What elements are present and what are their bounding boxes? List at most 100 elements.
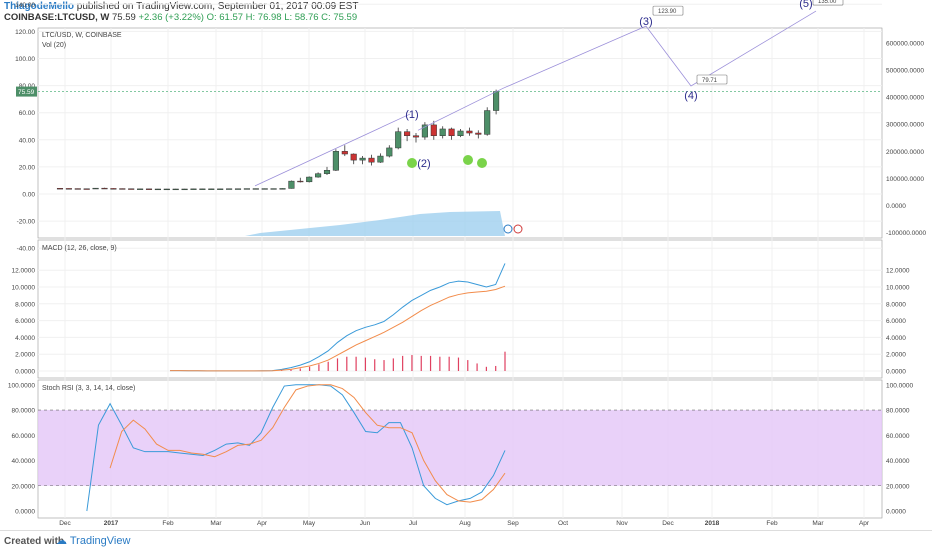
last-price: 75.59 xyxy=(112,12,136,23)
macd-tick-label: 0.0000 xyxy=(15,369,35,376)
candle-body xyxy=(412,135,420,138)
candle-body xyxy=(74,188,81,190)
green-marker xyxy=(407,158,417,168)
candle-body xyxy=(110,188,117,190)
elliott-wave-path xyxy=(417,10,817,131)
signal-line xyxy=(170,285,506,372)
stoch-tick-label-right: 100.0000 xyxy=(886,382,913,389)
candle-body xyxy=(341,151,348,155)
x-tick-label: Mar xyxy=(210,520,222,527)
candle-body xyxy=(332,151,339,171)
target-callout xyxy=(696,74,728,85)
stoch-tick-label: 0.0000 xyxy=(15,509,35,516)
price-tick-label: 20.00 xyxy=(19,164,36,171)
candle-body xyxy=(163,188,170,191)
candle-body xyxy=(154,188,161,191)
candle-body xyxy=(421,124,428,138)
volume-tick-label: 400000.0000 xyxy=(886,95,924,102)
elliott-label: (1) xyxy=(405,109,418,121)
target-label: 135.00 xyxy=(818,0,837,5)
price-tick-label: 120.00 xyxy=(15,29,35,36)
price-tick-label: -20.00 xyxy=(17,219,36,226)
green-marker xyxy=(463,155,473,165)
x-tick-label: 2017 xyxy=(104,520,119,527)
candle-body xyxy=(359,157,366,161)
candle-body xyxy=(119,188,126,190)
x-tick-label: 2018 xyxy=(705,520,720,527)
candle-body xyxy=(145,188,153,190)
candle-body xyxy=(217,188,224,190)
target-callout xyxy=(652,5,684,16)
candle-body xyxy=(181,188,188,191)
macd-tick-label-right: 2.0000 xyxy=(886,352,906,359)
target-label: 79.71 xyxy=(702,78,718,84)
footer: Created with ☁ TradingView xyxy=(0,530,932,551)
target-label: 123.90 xyxy=(658,9,677,15)
stoch-tick-label: 80.0000 xyxy=(12,408,36,415)
candle-body xyxy=(83,188,90,190)
candle-body xyxy=(323,170,331,174)
candle-body xyxy=(65,188,72,190)
candle-body xyxy=(350,153,357,161)
publish-info: published on TradingView.com, September … xyxy=(76,1,359,12)
tradingview-logo[interactable]: ☁ TradingView xyxy=(56,535,131,547)
candle-body xyxy=(270,188,277,190)
x-tick-label: May xyxy=(303,520,316,527)
price-tick-label: 100.00 xyxy=(15,56,35,63)
green-marker xyxy=(477,158,487,168)
macd-tick-label-right: 8.0000 xyxy=(886,301,906,308)
event-flag-icon xyxy=(513,224,523,234)
stoch-k-line xyxy=(86,384,506,512)
x-tick-label: Jul xyxy=(409,520,418,527)
stoch-tick-label: 60.0000 xyxy=(12,433,36,440)
macd-tick-label: 4.0000 xyxy=(15,335,35,342)
x-tick-label: Dec xyxy=(662,520,674,527)
candle-body xyxy=(279,188,286,190)
chart-canvas[interactable]: Dec 2017 Feb Mar Apr May Jun Jul Aug Sep Oct Nov Dec… xyxy=(0,0,932,530)
candle-body xyxy=(306,176,313,183)
stoch-tick-label-right: 0.0000 xyxy=(886,509,906,516)
x-tick-label: Apr xyxy=(859,520,870,527)
price-tick-label: -40.00 xyxy=(17,246,36,253)
macd-tick-label: 10.0000 xyxy=(12,285,36,292)
stoch-band xyxy=(38,410,882,486)
x-tick-label: Feb xyxy=(766,520,778,527)
macd-tick-label-right: 6.0000 xyxy=(886,318,906,325)
macd-tick-label: 12.0000 xyxy=(12,268,36,275)
pane-frame-1 xyxy=(37,239,883,379)
price-change: +2.36 (+3.22%) xyxy=(138,12,204,23)
elliott-label: (4) xyxy=(684,90,697,102)
stoch-tick-label: 20.0000 xyxy=(12,483,36,490)
candle-body xyxy=(101,187,108,190)
stoch-d-line xyxy=(109,384,506,503)
macd-tick-label-right: 4.0000 xyxy=(886,335,906,342)
candle-body xyxy=(297,180,304,183)
current-price-badge xyxy=(16,86,37,97)
price-tick-label: 60.00 xyxy=(19,110,36,117)
stoch-tick-label: 40.0000 xyxy=(12,458,36,465)
x-tick-label: Oct xyxy=(558,520,568,527)
candle-body xyxy=(288,180,295,189)
candle-body xyxy=(261,188,268,190)
x-tick-label: Mar xyxy=(812,520,824,527)
candle-body xyxy=(484,110,491,135)
symbol-line: COINBASE:LTCUSD, W 75.59 +2.36 (+3.22%) … xyxy=(4,12,357,23)
candle-body xyxy=(226,188,233,190)
candle-body xyxy=(395,131,402,149)
publish-header: ThiagodeMello published on TradingView.c… xyxy=(4,1,358,12)
volume-title: Vol (20) xyxy=(42,42,66,49)
volume-tick-label: 300000.0000 xyxy=(886,122,924,129)
macd-tick-label: 2.0000 xyxy=(15,352,35,359)
macd-pane-title: MACD (12, 26, close, 9) xyxy=(42,245,117,252)
volume-tick-label: -100000.0000 xyxy=(886,230,927,237)
trend-line xyxy=(254,113,411,187)
candle-body xyxy=(430,124,437,136)
candle-body xyxy=(457,130,464,136)
macd-tick-label: 6.0000 xyxy=(15,318,35,325)
candle-body xyxy=(404,131,411,136)
x-tick-label: Nov xyxy=(616,520,628,527)
candle-body xyxy=(252,188,259,190)
author-link[interactable]: ThiagodeMello xyxy=(4,1,74,12)
elliott-label: (5) xyxy=(799,0,812,10)
candle-body xyxy=(448,128,455,136)
